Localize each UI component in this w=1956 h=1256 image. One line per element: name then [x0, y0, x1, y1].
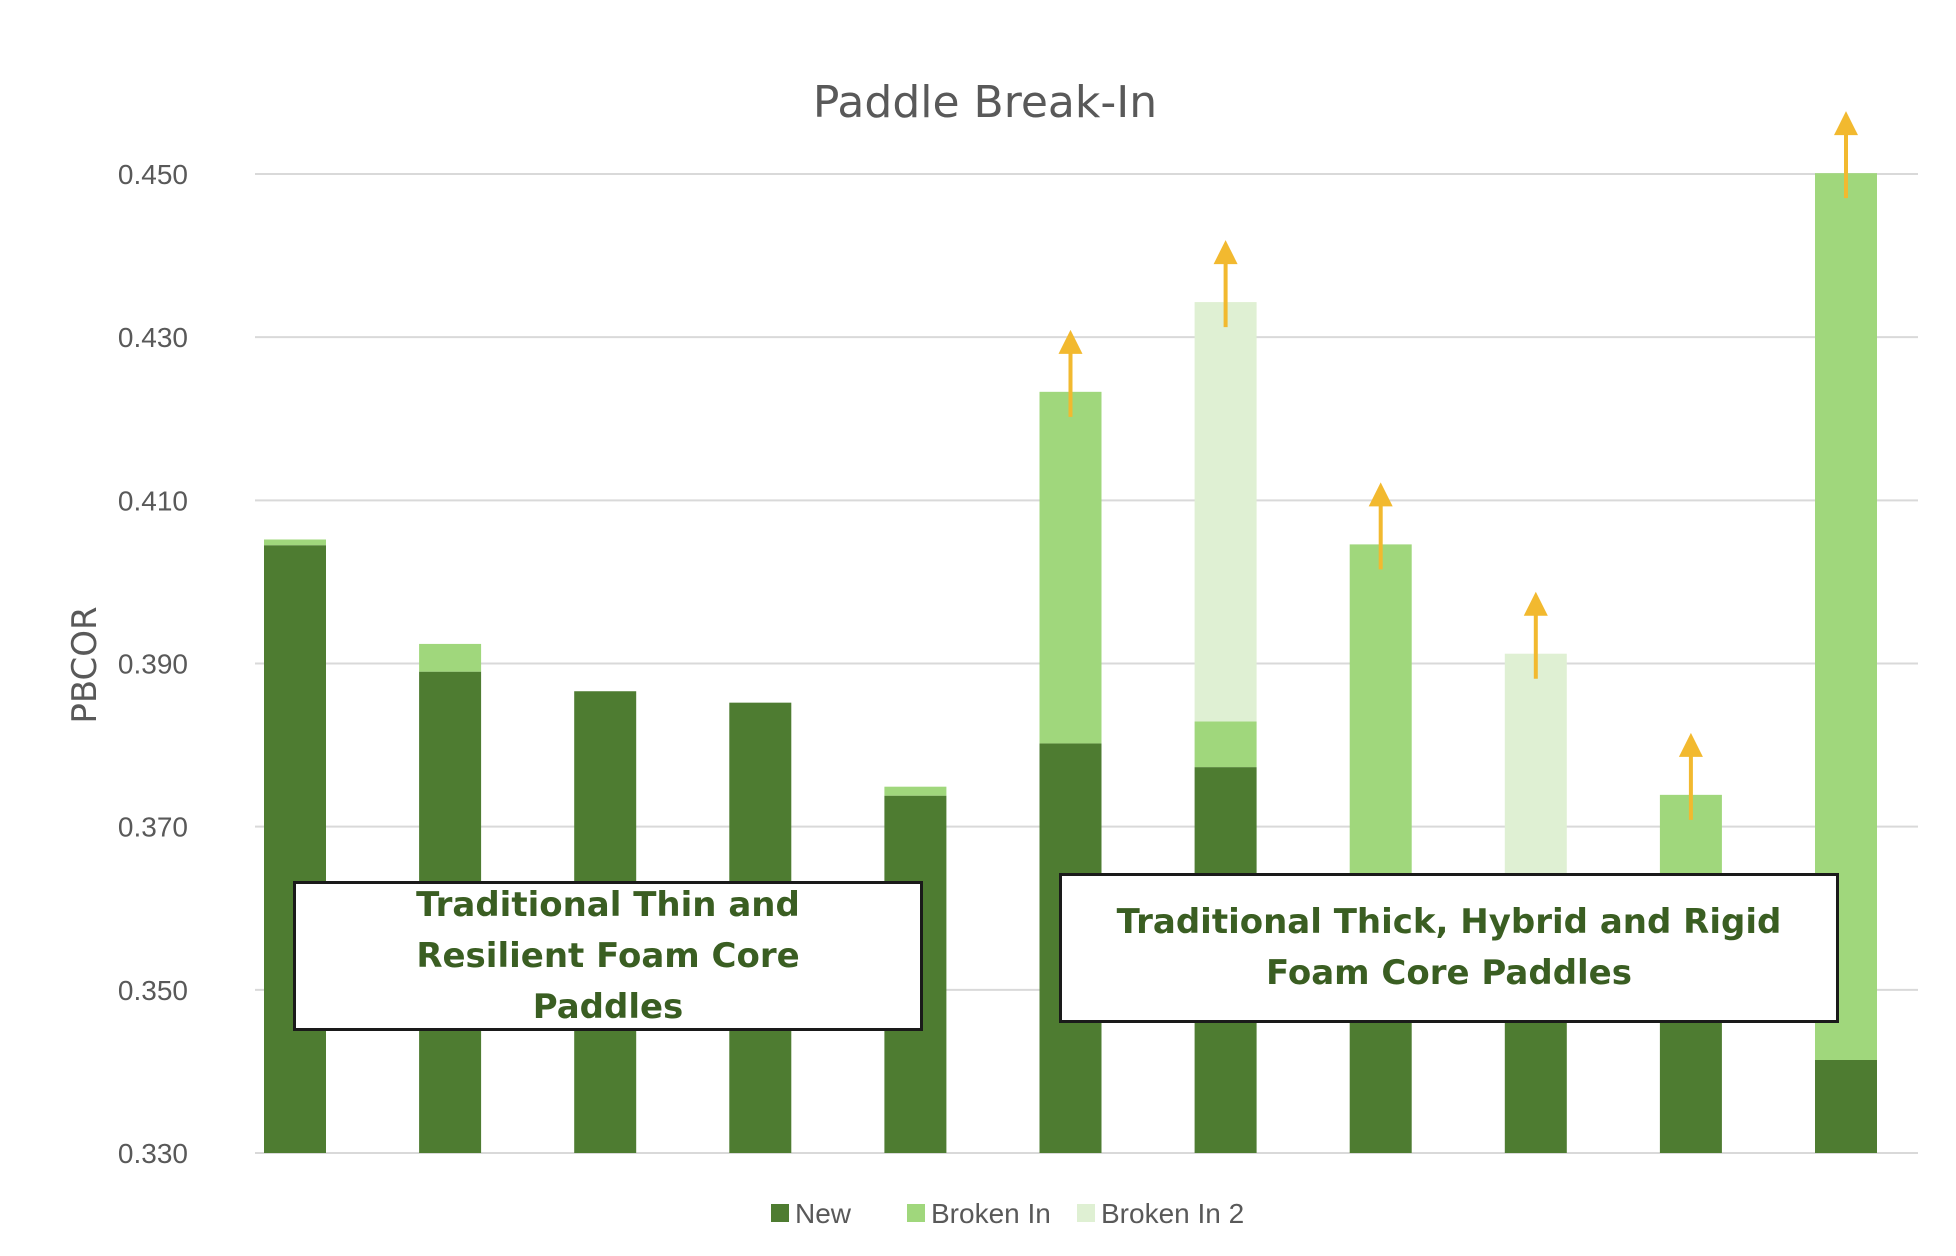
arrow-head	[1058, 329, 1083, 354]
bar-new-11	[1815, 1059, 1877, 1153]
bar-broken-in-2-7	[1194, 302, 1257, 722]
arrow-head	[1523, 591, 1548, 616]
bar-broken-in-1	[264, 539, 326, 546]
arrow-head	[1368, 482, 1393, 507]
legend-label-new: New	[795, 1198, 852, 1229]
bar-new-1	[264, 545, 326, 1153]
y-tick-label: 0.450	[118, 159, 188, 190]
legend: New Broken In Broken In 2	[771, 1198, 1244, 1229]
bar-broken-in-2	[419, 643, 482, 672]
annotation-thick-hybrid-rigid: Traditional Thick, Hybrid and Rigid Foam…	[1059, 873, 1839, 1023]
chart-title: Paddle Break-In	[813, 77, 1157, 128]
bar-new-9	[1504, 1010, 1567, 1153]
y-axis-title: PBCOR	[65, 606, 105, 723]
bar-broken-in-7	[1194, 721, 1257, 768]
arrow-head	[1678, 732, 1703, 757]
arrow-head	[1834, 111, 1858, 136]
annotation-thin-resilient: Traditional Thin and Resilient Foam Core…	[293, 881, 923, 1031]
y-tick-label: 0.410	[118, 485, 188, 516]
increase-arrow-6	[1058, 329, 1083, 417]
y-tick-label: 0.330	[118, 1138, 188, 1169]
legend-label-broken-in-2: Broken In 2	[1101, 1198, 1244, 1229]
increase-arrows	[1058, 111, 1858, 820]
legend-swatch-broken-in	[907, 1204, 925, 1222]
legend-label-broken-in: Broken In	[931, 1198, 1051, 1229]
legend-swatch-new	[771, 1204, 789, 1222]
increase-arrow-9	[1523, 591, 1548, 679]
bar-broken-in-6	[1039, 391, 1102, 744]
increase-arrow-11	[1834, 111, 1858, 199]
increase-arrow-7	[1213, 240, 1238, 328]
increase-arrow-10	[1678, 732, 1703, 820]
y-tick-label: 0.390	[118, 649, 188, 680]
bar-new-10	[1659, 1010, 1722, 1153]
y-tick-label: 0.370	[118, 812, 188, 843]
bar-broken-in-5	[884, 786, 947, 796]
arrow-head	[1213, 240, 1238, 265]
legend-swatch-broken-in-2	[1077, 1204, 1095, 1222]
y-tick-labels: 0.330 0.350 0.370 0.390 0.410 0.430 0.450	[118, 159, 188, 1169]
y-tick-label: 0.350	[118, 975, 188, 1006]
y-tick-label: 0.430	[118, 322, 188, 353]
increase-arrow-8	[1368, 482, 1393, 570]
bar-new-8	[1349, 1010, 1412, 1153]
